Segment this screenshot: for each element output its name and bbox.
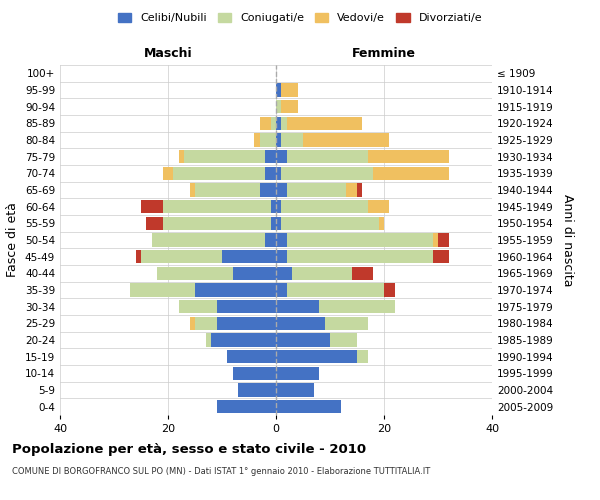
Bar [136,250,141,264]
Bar [276,216,281,230]
Bar [287,116,362,130]
Bar [276,200,281,213]
Bar [281,84,298,96]
Bar [325,316,368,330]
Bar [281,166,373,180]
Bar [281,134,303,146]
Bar [276,84,281,96]
Bar [330,334,357,346]
Bar [276,316,325,330]
Bar [271,200,276,213]
Legend: Celibi/Nubili, Coniugati/e, Vedovi/e, Divorziati/e: Celibi/Nubili, Coniugati/e, Vedovi/e, Di… [113,8,487,28]
Bar [368,150,449,164]
Bar [276,116,281,130]
Bar [433,250,449,264]
Bar [238,384,276,396]
Bar [195,316,217,330]
Text: Maschi: Maschi [143,47,193,60]
Bar [173,166,265,180]
Bar [233,366,276,380]
Bar [222,250,276,264]
Bar [287,184,346,196]
Bar [357,350,368,364]
Bar [260,184,276,196]
Bar [271,216,276,230]
Bar [254,134,260,146]
Bar [157,266,233,280]
Bar [438,234,449,246]
Bar [276,166,281,180]
Bar [287,150,368,164]
Bar [265,150,276,164]
Bar [276,400,341,413]
Bar [130,284,195,296]
Bar [184,150,265,164]
Bar [276,300,319,314]
Bar [276,350,357,364]
Bar [179,300,217,314]
Bar [206,334,211,346]
Bar [287,284,384,296]
Bar [281,100,298,114]
Bar [373,166,449,180]
Bar [379,216,384,230]
Bar [190,316,195,330]
Bar [152,234,265,246]
Bar [287,250,433,264]
Bar [260,134,276,146]
Bar [146,216,163,230]
Bar [276,366,319,380]
Bar [141,200,163,213]
Text: Femmine: Femmine [352,47,416,60]
Bar [303,134,389,146]
Bar [265,234,276,246]
Bar [281,200,368,213]
Bar [271,116,276,130]
Bar [357,184,362,196]
Bar [276,100,281,114]
Bar [292,266,352,280]
Bar [281,116,287,130]
Bar [217,400,276,413]
Bar [276,334,330,346]
Bar [217,300,276,314]
Bar [346,184,357,196]
Bar [227,350,276,364]
Bar [211,334,276,346]
Bar [217,316,276,330]
Bar [179,150,184,164]
Bar [276,234,287,246]
Bar [141,250,222,264]
Bar [276,284,287,296]
Bar [276,134,281,146]
Bar [281,216,379,230]
Bar [276,384,314,396]
Bar [163,166,173,180]
Bar [265,166,276,180]
Bar [433,234,438,246]
Y-axis label: Fasce di età: Fasce di età [7,202,19,278]
Bar [163,200,271,213]
Bar [163,216,271,230]
Bar [276,266,292,280]
Bar [195,184,260,196]
Bar [195,284,276,296]
Bar [352,266,373,280]
Bar [233,266,276,280]
Bar [368,200,389,213]
Text: Popolazione per età, sesso e stato civile - 2010: Popolazione per età, sesso e stato civil… [12,442,366,456]
Bar [384,284,395,296]
Bar [276,250,287,264]
Bar [319,300,395,314]
Bar [276,184,287,196]
Text: COMUNE DI BORGOFRANCO SUL PO (MN) - Dati ISTAT 1° gennaio 2010 - Elaborazione TU: COMUNE DI BORGOFRANCO SUL PO (MN) - Dati… [12,468,430,476]
Bar [276,150,287,164]
Bar [190,184,195,196]
Y-axis label: Anni di nascita: Anni di nascita [562,194,574,286]
Bar [260,116,271,130]
Bar [287,234,433,246]
